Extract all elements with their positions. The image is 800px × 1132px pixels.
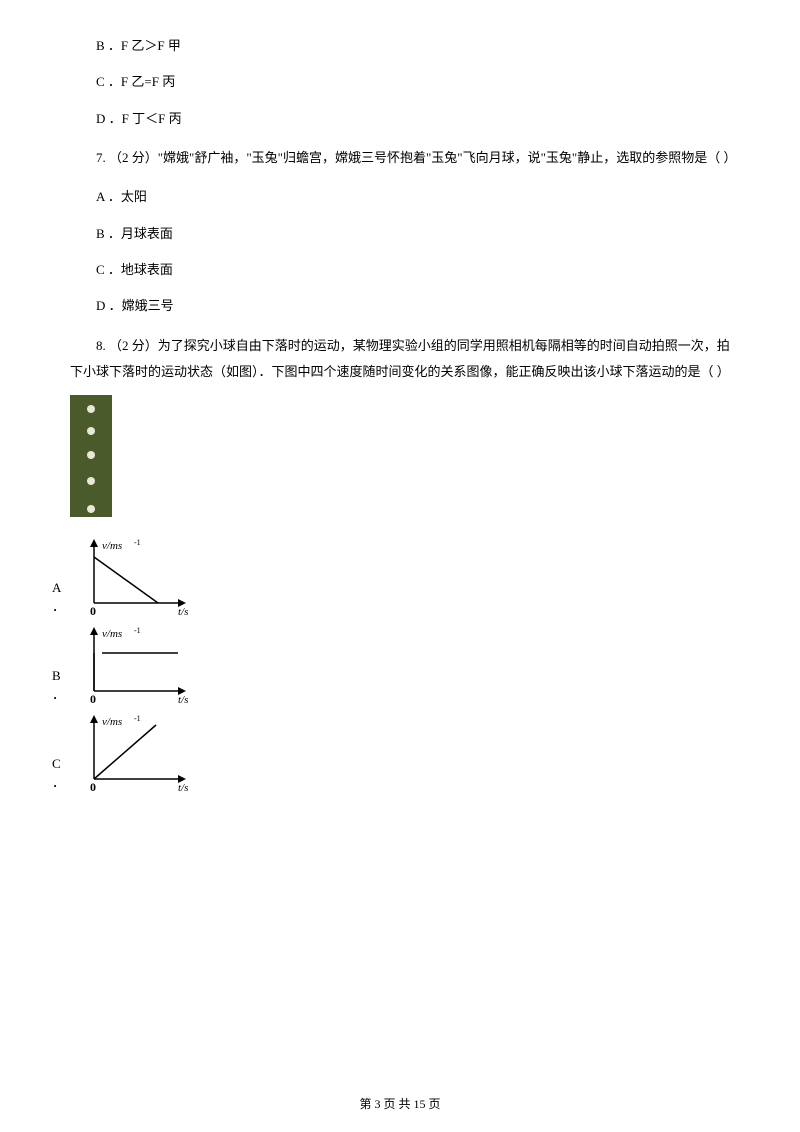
q8-opt-b-label: B ．: [52, 668, 76, 705]
q7-opt-c: C ．地球表面: [70, 252, 730, 288]
svg-text:0: 0: [90, 692, 96, 705]
q8-opt-c-label: C ．: [52, 756, 76, 793]
q7-opt-d: D ．嫦娥三号: [70, 288, 730, 324]
svg-text:0: 0: [90, 604, 96, 617]
q6-opt-d: D ．F 丁＜F 丙: [70, 101, 730, 137]
svg-text:t/s: t/s: [178, 606, 188, 617]
q7-stem: 7. （2 分）"嫦娥"舒广袖，"玉兔"归蟾宫，嫦娥三号怀抱着"玉兔"飞向月球，…: [70, 145, 730, 171]
page-footer: 第 3 页 共 15 页: [0, 1095, 800, 1112]
q8-opt-c-row: C ． v/ms -1 t/s 0: [52, 711, 800, 793]
q7-opt-b: B ．月球表面: [70, 216, 730, 252]
q8-stem: 8. （2 分）为了探究小球自由下落时的运动，某物理实验小组的同学用照相机每隔相…: [70, 333, 730, 385]
strobe-photo: [70, 395, 800, 521]
svg-text:-1: -1: [134, 626, 141, 635]
svg-text:0: 0: [90, 780, 96, 793]
q7-opt-a: A ．太阳: [70, 179, 730, 215]
q6-opt-b: B ．F 乙＞F 甲: [70, 28, 730, 64]
svg-text:v/ms: v/ms: [102, 628, 122, 640]
q8-opt-a-row: A ． v/ms -1 t/s 0: [52, 535, 800, 617]
q8-opt-b-row: B ． v/ms -1 t/s 0: [52, 623, 800, 705]
svg-text:-1: -1: [134, 538, 141, 547]
svg-text:v/ms: v/ms: [102, 716, 122, 728]
q6-opt-c: C ．F 乙=F 丙: [70, 64, 730, 100]
q8-opt-a-label: A ．: [52, 580, 76, 617]
svg-text:v/ms: v/ms: [102, 540, 122, 552]
graph-c: v/ms -1 t/s 0: [76, 711, 196, 793]
graph-a: v/ms -1 t/s 0: [76, 535, 196, 617]
svg-text:t/s: t/s: [178, 694, 188, 705]
svg-text:t/s: t/s: [178, 782, 188, 793]
graph-b: v/ms -1 t/s 0: [76, 623, 196, 705]
svg-text:-1: -1: [134, 714, 141, 723]
